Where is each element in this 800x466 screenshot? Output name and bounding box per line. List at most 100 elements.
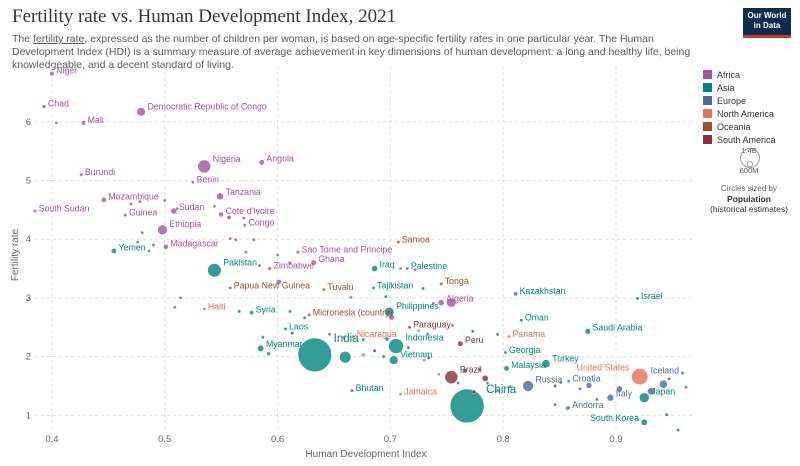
data-point[interactable] [54, 121, 59, 125]
data-point[interactable] [421, 286, 425, 291]
data-point[interactable] [111, 248, 117, 254]
data-point[interactable] [42, 104, 47, 109]
data-point[interactable] [503, 365, 510, 372]
data-point[interactable] [216, 192, 224, 201]
data-point[interactable] [438, 299, 445, 306]
data-point[interactable] [586, 382, 592, 389]
data-point[interactable] [422, 358, 426, 362]
data-point[interactable] [638, 392, 650, 404]
data-point[interactable] [389, 355, 399, 365]
data-point[interactable] [388, 314, 395, 321]
data-point[interactable] [288, 260, 292, 265]
data-point[interactable] [578, 387, 582, 391]
data-point[interactable] [635, 296, 640, 301]
data-point[interactable] [327, 332, 332, 337]
data-point[interactable] [129, 202, 133, 206]
data-point[interactable] [507, 334, 511, 339]
data-point[interactable] [437, 372, 441, 376]
data-point[interactable] [339, 351, 352, 364]
data-point[interactable] [444, 370, 459, 385]
data-point[interactable] [457, 340, 464, 347]
data-point[interactable] [558, 380, 563, 385]
data-point[interactable] [307, 313, 311, 317]
data-point[interactable] [349, 295, 353, 300]
data-point[interactable] [81, 120, 86, 126]
data-point[interactable] [616, 385, 623, 393]
data-point[interactable] [470, 329, 475, 334]
data-point[interactable] [147, 249, 151, 253]
data-point[interactable] [178, 296, 183, 300]
data-point[interactable] [361, 352, 366, 357]
data-point[interactable] [212, 204, 217, 209]
data-point[interactable] [157, 224, 168, 236]
data-point[interactable] [33, 209, 37, 213]
data-point[interactable] [384, 294, 388, 299]
data-point[interactable] [290, 331, 294, 335]
data-point[interactable] [228, 236, 232, 241]
data-point[interactable] [275, 279, 282, 285]
data-point[interactable] [595, 397, 599, 402]
data-point[interactable] [342, 335, 346, 339]
data-point[interactable] [257, 263, 262, 268]
data-point[interactable] [665, 412, 669, 417]
data-point[interactable] [267, 266, 272, 271]
data-point[interactable] [258, 159, 265, 166]
data-point[interactable] [566, 405, 571, 410]
data-point[interactable] [684, 385, 688, 389]
data-point[interactable] [79, 172, 84, 177]
data-point[interactable] [261, 335, 265, 339]
legend-item-south-america[interactable]: South America [703, 133, 798, 146]
data-point[interactable] [606, 393, 615, 402]
data-point[interactable] [462, 368, 468, 373]
data-point[interactable] [495, 388, 500, 393]
data-point[interactable] [667, 377, 671, 381]
legend-item-africa[interactable]: Africa [703, 68, 798, 81]
data-point[interactable] [151, 243, 156, 247]
data-point[interactable] [244, 250, 248, 254]
data-point[interactable] [396, 240, 401, 244]
data-point[interactable] [384, 336, 390, 342]
data-point[interactable] [310, 259, 317, 266]
data-point[interactable] [405, 266, 410, 271]
data-point[interactable] [680, 371, 685, 375]
data-point[interactable] [241, 216, 246, 220]
data-point[interactable] [234, 238, 238, 242]
data-point[interactable] [218, 212, 224, 218]
data-point[interactable] [371, 265, 378, 272]
data-point[interactable] [640, 418, 648, 426]
data-point[interactable] [659, 379, 668, 389]
data-point[interactable] [257, 344, 265, 353]
data-point[interactable] [175, 206, 179, 211]
legend-item-north-america[interactable]: North America [703, 107, 798, 120]
fertility-rate-link[interactable]: fertility rate [33, 33, 85, 45]
data-point[interactable] [456, 381, 460, 385]
data-point[interactable] [140, 230, 144, 235]
data-point[interactable] [249, 310, 254, 315]
data-point[interactable] [49, 71, 55, 77]
data-point[interactable] [226, 215, 232, 220]
data-point[interactable] [123, 213, 128, 217]
legend-item-asia[interactable]: Asia [703, 81, 798, 94]
data-point[interactable] [350, 388, 354, 393]
data-point[interactable] [381, 354, 386, 359]
data-point[interactable] [553, 403, 557, 407]
data-point[interactable] [446, 297, 457, 308]
data-point[interactable] [566, 379, 571, 384]
data-point[interactable] [302, 316, 307, 320]
data-point[interactable] [519, 318, 524, 322]
data-point[interactable] [449, 388, 485, 424]
data-point[interactable] [202, 307, 206, 311]
data-point[interactable] [426, 356, 431, 360]
data-point[interactable] [398, 266, 403, 271]
data-point[interactable] [508, 384, 512, 389]
data-point[interactable] [191, 180, 195, 185]
data-point[interactable] [101, 197, 107, 203]
data-point[interactable] [228, 286, 232, 290]
data-point[interactable] [371, 286, 376, 290]
data-point[interactable] [361, 337, 366, 342]
data-point[interactable] [283, 327, 288, 331]
data-point[interactable] [631, 368, 649, 386]
data-point[interactable] [431, 301, 436, 305]
data-point[interactable] [243, 223, 247, 227]
data-point[interactable] [275, 253, 280, 257]
